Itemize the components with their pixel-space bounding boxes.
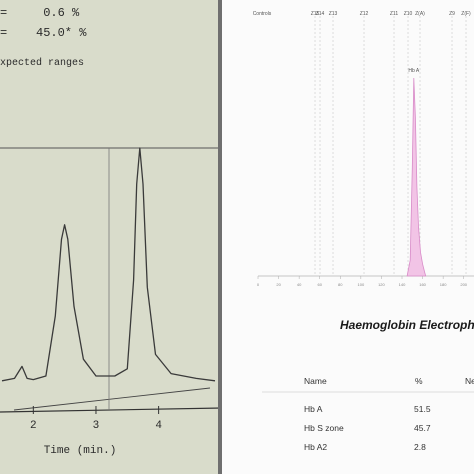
x-tick-label-160: 160 <box>419 282 426 287</box>
zone-label-Z(F): Z(F) <box>461 11 471 17</box>
expected-ranges-text: xpected ranges <box>0 58 85 69</box>
zone-label-Z9: Z9 <box>449 11 455 17</box>
x-tick-label-100: 100 <box>358 282 365 287</box>
x-tick-label-40: 40 <box>297 282 302 287</box>
peak-label-hb-a: Hb A <box>408 68 420 74</box>
row-name-hb-s: Hb S zone <box>304 423 344 433</box>
x-tick-label-200: 200 <box>460 282 467 287</box>
electrophoresis-report-panel: Controls Z15 Z14 Z13 Z12 Z11 Z10 Z(A) Z9 Z(F) Hb A… <box>222 0 474 474</box>
zone-label-Z12: Z12 <box>360 11 369 17</box>
x-axis-line <box>0 407 222 413</box>
chromatogram-trace <box>1 147 216 382</box>
zone-label-Z10: Z10 <box>404 11 413 17</box>
x-axis-label: Time (min.) <box>44 445 117 457</box>
row-pct-hb-a: 51.5 <box>414 404 431 414</box>
col-header-pct: % <box>415 376 423 386</box>
row-name-hb-a: Hb A <box>304 404 323 414</box>
x-tick-label-60: 60 <box>317 282 322 287</box>
hb-a-peak <box>406 77 427 277</box>
col-header-name: Name <box>304 376 327 386</box>
row-pct-hb-s: 45.7 <box>414 423 431 433</box>
panel-divider <box>218 0 225 474</box>
zone-label-Controls: Controls <box>253 11 272 17</box>
x-tick-label-2: 2 <box>30 420 37 432</box>
x-tick-label-3: 3 <box>93 420 100 432</box>
zone-label-Z11: Z11 <box>390 11 398 17</box>
row-pct-hb-a2: 2.8 <box>414 442 426 452</box>
x-tick-label-80: 80 <box>338 282 343 287</box>
col-header-next: Ne <box>465 376 474 386</box>
zone-label-Z13: Z13 <box>329 11 338 17</box>
x-tick-label-0: 0 <box>257 282 260 287</box>
zone-label-Z14: Z14 <box>316 11 325 17</box>
x-tick-label-120: 120 <box>378 282 385 287</box>
hplc-report-panel: = 0.6 % = 45.0* % xpected ranges 2 3 4 Time… <box>0 0 222 474</box>
zone-label-Z(A): Z(A) <box>415 11 425 17</box>
zone-label-Z15: Z15 <box>311 11 320 17</box>
hplc-chromatogram: 2 3 4 Time (min.) <box>0 147 222 457</box>
row-name-hb-a2: Hb A2 <box>304 442 328 452</box>
result-line-1: = 0.6 % <box>0 6 80 20</box>
report-title: Haemoglobin Electrophe <box>340 318 474 332</box>
result-line-2: = 45.0* % <box>0 26 87 40</box>
baseline-line <box>13 387 211 411</box>
x-tick-label-20: 20 <box>276 282 281 287</box>
x-tick-label-4: 4 <box>155 420 162 432</box>
x-tick-label-180: 180 <box>440 282 447 287</box>
x-tick-label-140: 140 <box>399 282 406 287</box>
